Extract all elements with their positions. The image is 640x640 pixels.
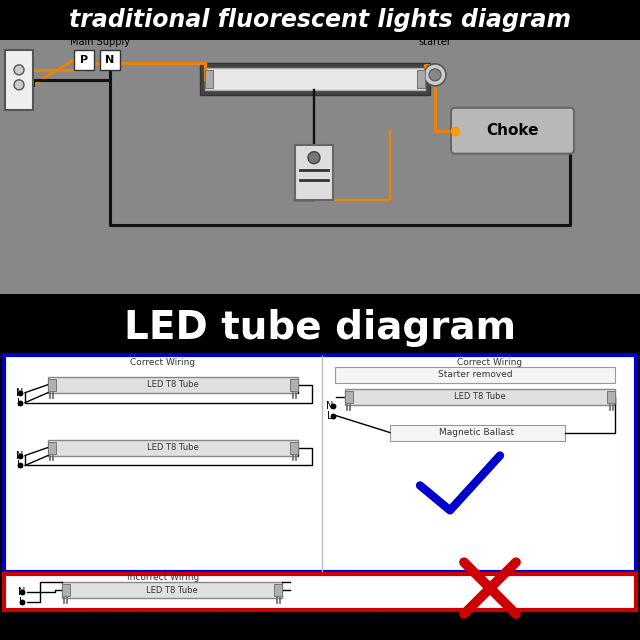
Circle shape (424, 64, 446, 86)
Text: LED T8 Tube: LED T8 Tube (454, 392, 506, 401)
Text: N: N (326, 401, 333, 411)
Bar (0, 40, 640, 294)
Text: Magnetic Ballast: Magnetic Ballast (440, 428, 515, 437)
Text: Do not install the  Two Sides Power Supply LED tube bypassing the: Do not install the Two Sides Power Suppl… (8, 612, 387, 622)
Text: Main Supply: Main Supply (70, 37, 130, 47)
Text: N: N (16, 451, 24, 461)
Bar (290, 442, 298, 454)
FancyBboxPatch shape (451, 108, 574, 154)
Bar (274, 584, 282, 596)
Text: LED T8 Tube: LED T8 Tube (146, 586, 198, 595)
Text: N: N (19, 587, 26, 597)
Text: Incorrect Wiring: Incorrect Wiring (127, 573, 199, 582)
Bar (5, 50, 33, 110)
Bar (390, 424, 565, 440)
Bar (607, 390, 615, 403)
Text: L: L (328, 411, 333, 420)
Circle shape (429, 69, 441, 81)
Bar (205, 68, 425, 90)
Text: Correct Wiring: Correct Wiring (458, 358, 523, 367)
Bar (200, 63, 430, 95)
Circle shape (308, 152, 320, 164)
Bar (48, 377, 298, 393)
Bar (4, 574, 636, 610)
Text: N: N (106, 55, 115, 65)
Bar (345, 388, 615, 404)
Text: electronic ballast / starter: electronic ballast / starter (8, 622, 156, 632)
Bar (48, 442, 56, 454)
Bar (295, 145, 333, 200)
Text: starter: starter (419, 37, 451, 47)
Text: N: N (16, 388, 24, 397)
Text: LED tube diagram: LED tube diagram (124, 309, 516, 348)
Text: L: L (19, 597, 25, 607)
Bar (62, 582, 282, 598)
Text: Choke: Choke (486, 124, 539, 138)
Circle shape (14, 80, 24, 90)
Bar (335, 367, 615, 383)
Text: LED T8 Tube: LED T8 Tube (147, 380, 199, 389)
Bar (290, 379, 298, 390)
Bar (4, 355, 636, 572)
Bar (62, 584, 70, 596)
Bar (48, 379, 56, 390)
Text: L: L (17, 460, 23, 470)
Bar (345, 390, 353, 403)
Text: P: P (80, 55, 88, 65)
Text: traditional fluorescent lights diagram: traditional fluorescent lights diagram (69, 8, 571, 32)
Text: L: L (17, 397, 23, 408)
Bar (74, 50, 94, 70)
Bar (205, 70, 213, 88)
Bar (0, 0, 640, 40)
Bar (48, 440, 298, 456)
Text: Starter removed: Starter removed (438, 370, 512, 380)
Bar (417, 70, 425, 88)
Text: LED T8 Tube: LED T8 Tube (147, 443, 199, 452)
Bar (100, 50, 120, 70)
Text: Correct Wiring: Correct Wiring (131, 358, 196, 367)
Circle shape (14, 65, 24, 75)
